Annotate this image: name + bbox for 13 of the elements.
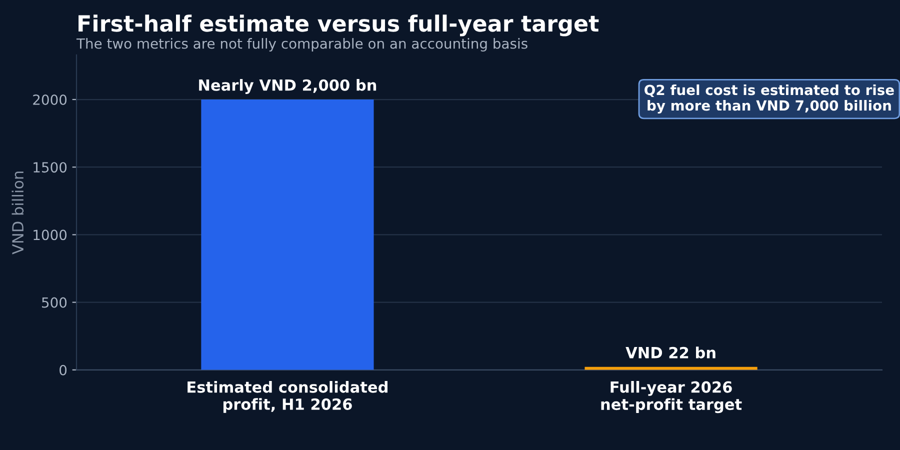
y-axis-title: VND billion [12, 172, 24, 254]
data-label: Nearly VND 2,000 bn [199, 79, 376, 94]
x-tick-label: Estimated consolidated profit, H1 2026 [188, 381, 388, 413]
y-tick-label: 500 [42, 297, 67, 308]
y-tick-label: 2000 [33, 94, 67, 105]
annotation: Q2 fuel cost is estimated to rise by more than VND 7,000 billion [644, 84, 894, 114]
x-tick-label: Full-year 2026 net-profit target [601, 381, 742, 414]
data-label: VND 22 bn [626, 346, 716, 358]
chart-title: First-half estimate versus full-year target [78, 14, 599, 36]
y-tick-label: 1500 [34, 162, 67, 173]
y-tick-label: 0 [60, 364, 67, 376]
y-tick-label: 1000 [34, 230, 67, 240]
chart-subtitle: The two metrics are not fully comparable on an accounting basis [76, 38, 528, 52]
